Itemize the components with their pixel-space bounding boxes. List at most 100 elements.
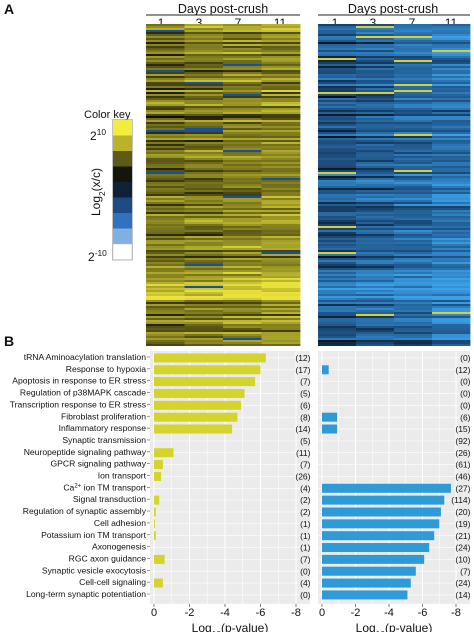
heatmap-cell xyxy=(394,188,433,190)
bar xyxy=(154,353,266,363)
heatmap-cell xyxy=(432,310,471,312)
heatmap-cell xyxy=(146,98,185,100)
heatmap-cell xyxy=(356,264,395,266)
heatmap-cell xyxy=(184,312,224,314)
heatmap-cell xyxy=(184,216,224,218)
heatmap-cell xyxy=(356,144,395,146)
heatmap-cell xyxy=(184,36,224,38)
heatmap-cell xyxy=(146,112,185,114)
heatmap-cell xyxy=(394,200,433,202)
heatmap-cell xyxy=(394,106,433,108)
heatmap-cell xyxy=(223,214,262,216)
color-key-swatch xyxy=(112,243,133,261)
heatmap-cell xyxy=(432,126,471,128)
category-label: Apoptosis in response to ER stress xyxy=(12,376,146,386)
heatmap-cell xyxy=(223,260,262,262)
heatmap-cell xyxy=(184,258,224,260)
heatmap-cell xyxy=(356,150,395,152)
heatmap-cell xyxy=(146,134,185,136)
heatmap-cell xyxy=(432,296,471,298)
heatmap-cell xyxy=(223,192,262,194)
heatmap-cell xyxy=(261,190,301,192)
heatmap-cell xyxy=(146,328,185,330)
heatmap-cell xyxy=(394,276,433,278)
heatmap-cell xyxy=(184,138,224,140)
heatmap-cell xyxy=(261,296,301,298)
heatmap-cell xyxy=(318,110,357,112)
heatmap-cell xyxy=(318,162,357,164)
heatmap-cell xyxy=(261,150,301,152)
heatmap-cell xyxy=(356,44,395,46)
heatmap-cell xyxy=(261,86,301,88)
heatmap-cell xyxy=(432,238,471,240)
heatmap-cell xyxy=(223,200,262,202)
heatmap-cell xyxy=(184,244,224,246)
heatmap-cell xyxy=(146,342,185,344)
heatmap-cell xyxy=(394,212,433,214)
heatmap-cell xyxy=(261,334,301,336)
heatmap-cell xyxy=(318,264,357,266)
heatmap-cell xyxy=(223,64,262,66)
heatmap-cell xyxy=(432,206,471,208)
heatmap-cell xyxy=(184,336,224,338)
heatmap-cell xyxy=(146,56,185,58)
heatmap-cell xyxy=(146,252,185,254)
heatmap-cell xyxy=(356,160,395,162)
heatmap-cell xyxy=(432,104,471,106)
heatmap-cell xyxy=(432,128,471,130)
heatmap-cell xyxy=(184,130,224,132)
heatmap-cell xyxy=(184,78,224,80)
heatmap-cell xyxy=(318,222,357,224)
heatmap-cell xyxy=(432,260,471,262)
heatmap-cell xyxy=(394,78,433,80)
heatmap-cell xyxy=(146,46,185,48)
heatmap-cell xyxy=(394,338,433,340)
heatmap-cell xyxy=(261,28,301,30)
heatmap-cell xyxy=(146,306,185,308)
heatmap-cell xyxy=(184,120,224,122)
heatmap-cell xyxy=(318,206,357,208)
heatmap-cell xyxy=(261,308,301,310)
heatmap-cell xyxy=(356,326,395,328)
heatmap-cell xyxy=(318,324,357,326)
heatmap-cell xyxy=(261,50,301,52)
heatmap-cell xyxy=(394,136,433,138)
heatmap-cell xyxy=(261,338,301,340)
heatmap-cell xyxy=(318,64,357,66)
heatmap-cell xyxy=(318,188,357,190)
heatmap-cell xyxy=(184,92,224,94)
heatmap-cell xyxy=(432,318,471,320)
heatmap-cell xyxy=(394,156,433,158)
heatmap-cell xyxy=(146,140,185,142)
heatmap-cell xyxy=(261,26,301,28)
heatmap-cell xyxy=(223,198,262,200)
heatmap-cell xyxy=(394,196,433,198)
heatmap-cell xyxy=(394,62,433,64)
heatmap-cell xyxy=(432,290,471,292)
bar xyxy=(322,578,411,588)
heatmap-cell xyxy=(261,92,301,94)
heatmap-cell xyxy=(261,124,301,126)
heatmap-cell xyxy=(432,172,471,174)
bar xyxy=(322,590,408,600)
heatmap-cell xyxy=(184,164,224,166)
heatmap-cell xyxy=(394,324,433,326)
heatmap-cell xyxy=(318,164,357,166)
heatmap-cell xyxy=(394,158,433,160)
color-key-swatch xyxy=(113,228,132,245)
heatmap-cell xyxy=(356,98,395,100)
heatmap-cell xyxy=(146,308,185,310)
heatmap-cell xyxy=(261,292,301,294)
heatmap-cell xyxy=(318,300,357,302)
heatmap-cell xyxy=(146,124,185,126)
heatmap-cell xyxy=(223,234,262,236)
heatmap-cell xyxy=(394,48,433,50)
heatmap-cell xyxy=(432,66,471,68)
heatmap-cell xyxy=(394,164,433,166)
heatmap-cell xyxy=(261,240,301,242)
heatmap-cell xyxy=(261,272,301,274)
heatmap-cell xyxy=(356,164,395,166)
heatmap-cell xyxy=(223,306,262,308)
heatmap-cell xyxy=(356,272,395,274)
heatmap-cell xyxy=(184,154,224,156)
